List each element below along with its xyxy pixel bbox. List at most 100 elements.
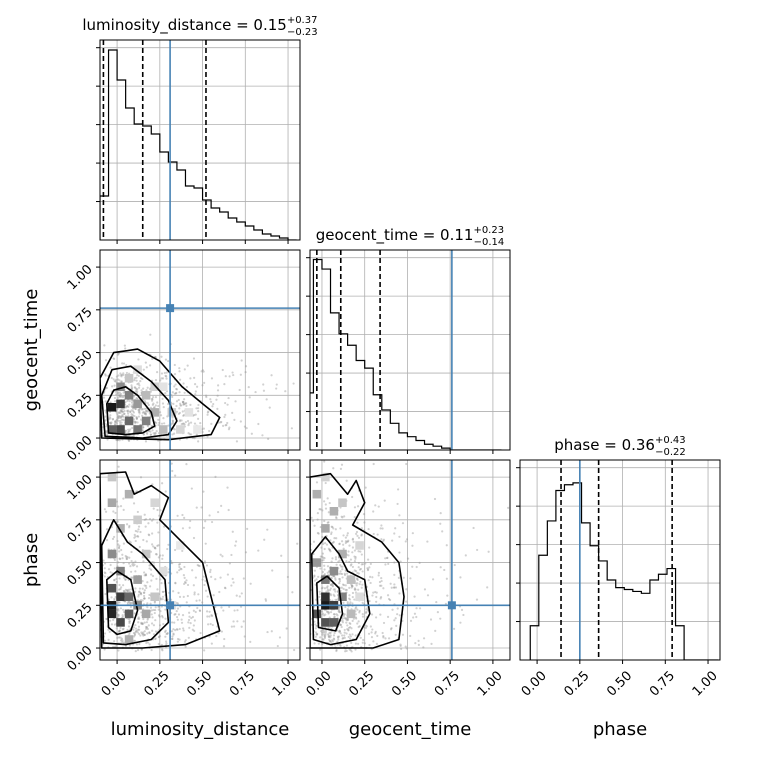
density-luminosity-distance-vs-geocent-time-sample xyxy=(126,399,129,403)
density-luminosity-distance-vs-phase-sample xyxy=(157,544,160,547)
density-luminosity-distance-vs-phase-sample xyxy=(182,595,185,598)
density-luminosity-distance-vs-phase-sample xyxy=(227,508,230,512)
density-luminosity-distance-vs-geocent-time-sample xyxy=(130,413,133,416)
density-luminosity-distance-vs-phase-sample xyxy=(173,613,176,616)
density-luminosity-distance-vs-phase-sample xyxy=(122,497,125,500)
density-geocent-time-vs-phase-sample xyxy=(323,500,326,503)
density-luminosity-distance-vs-geocent-time-sample xyxy=(122,373,125,377)
density-geocent-time-vs-phase-sample xyxy=(430,642,433,645)
xtick-phase-0: 0.00 xyxy=(519,668,550,699)
density-geocent-time-vs-phase-sample xyxy=(339,563,342,567)
density-geocent-time-vs-phase-sample xyxy=(316,632,319,636)
density-luminosity-distance-vs-geocent-time-sample xyxy=(221,368,224,372)
hist-phase-bin-16 xyxy=(667,569,676,660)
density-luminosity-distance-vs-phase-sample xyxy=(129,605,133,609)
density-luminosity-distance-vs-geocent-time-sample xyxy=(154,404,157,407)
density-luminosity-distance-vs-phase-sample xyxy=(158,514,161,517)
density-luminosity-distance-vs-phase-sample xyxy=(113,623,117,626)
density-luminosity-distance-vs-phase-sample xyxy=(151,616,154,619)
density-luminosity-distance-vs-geocent-time-sample xyxy=(127,439,131,442)
density-geocent-time-vs-phase-sample xyxy=(377,571,381,574)
density-luminosity-distance-vs-phase-sample xyxy=(140,648,143,651)
density-luminosity-distance-vs-geocent-time-cell-11 xyxy=(158,425,168,434)
xtick-luminosity-distance-2: 0.50 xyxy=(184,668,215,699)
density-luminosity-distance-vs-phase-sample xyxy=(139,599,143,602)
hist-geocent-time-frame xyxy=(309,249,511,451)
density-luminosity-distance-vs-phase-sample xyxy=(141,587,144,590)
density-geocent-time-vs-phase-sample xyxy=(350,584,354,588)
density-luminosity-distance-vs-geocent-time-sample xyxy=(132,418,136,421)
density-geocent-time-vs-phase-sample xyxy=(411,532,414,535)
density-luminosity-distance-vs-geocent-time-sample xyxy=(126,409,129,412)
density-geocent-time-vs-phase-sample xyxy=(314,635,317,638)
density-geocent-time-vs-phase-sample xyxy=(329,639,332,643)
density-luminosity-distance-vs-geocent-time-sample xyxy=(183,402,186,405)
density-luminosity-distance-vs-geocent-time-sample xyxy=(165,377,168,380)
density-luminosity-distance-vs-geocent-time-sample xyxy=(202,427,205,430)
hist-phase-bin-13 xyxy=(641,593,650,660)
density-luminosity-distance-vs-phase-sample xyxy=(119,636,122,639)
density-geocent-time-vs-phase-sample xyxy=(319,592,322,596)
density-geocent-time-vs-phase-sample xyxy=(365,625,368,628)
density-geocent-time-vs-phase-sample xyxy=(353,506,357,509)
density-luminosity-distance-vs-phase-sample xyxy=(146,602,149,605)
density-luminosity-distance-vs-phase-sample xyxy=(291,591,294,594)
ytick-phase-1: 0.25 xyxy=(65,600,96,631)
density-geocent-time-vs-phase-sample xyxy=(353,598,356,601)
density-luminosity-distance-vs-phase-sample xyxy=(158,615,161,618)
density-luminosity-distance-vs-phase-sample xyxy=(132,564,135,567)
density-geocent-time-vs-phase-sample xyxy=(363,521,366,524)
density-luminosity-distance-vs-geocent-time-sample xyxy=(174,383,177,386)
density-geocent-time-vs-phase-sample xyxy=(323,568,326,571)
density-luminosity-distance-vs-phase-sample xyxy=(244,551,248,554)
density-geocent-time-vs-phase-sample xyxy=(372,532,375,536)
density-luminosity-distance-vs-phase-sample xyxy=(157,605,160,609)
density-luminosity-distance-vs-geocent-time-sample xyxy=(126,405,129,408)
density-luminosity-distance-vs-phase-sample xyxy=(276,644,279,648)
density-geocent-time-vs-phase-sample xyxy=(340,572,344,576)
density-luminosity-distance-vs-geocent-time-sample xyxy=(183,423,186,426)
ytick-geocent-time-4: 1.00 xyxy=(65,262,96,293)
density-luminosity-distance-vs-geocent-time-sample xyxy=(116,413,119,416)
density-luminosity-distance-vs-phase-sample xyxy=(140,593,143,596)
density-luminosity-distance-vs-phase-sample xyxy=(230,625,233,628)
density-geocent-time-vs-phase-sample xyxy=(307,505,309,507)
density-geocent-time-vs-phase-sample xyxy=(375,600,378,603)
density-luminosity-distance-vs-phase-sample xyxy=(67,604,69,606)
density-luminosity-distance-vs-phase-sample xyxy=(144,584,148,588)
density-geocent-time-vs-phase-sample xyxy=(321,586,324,589)
density-luminosity-distance-vs-phase-sample xyxy=(147,522,150,525)
density-geocent-time-vs-phase-sample xyxy=(330,576,333,580)
density-luminosity-distance-vs-geocent-time-sample xyxy=(133,377,136,380)
density-luminosity-distance-vs-phase-sample xyxy=(160,582,163,585)
density-luminosity-distance-vs-phase-sample xyxy=(142,591,146,594)
density-geocent-time-vs-phase-sample xyxy=(371,594,374,597)
density-luminosity-distance-vs-phase-sample xyxy=(144,574,148,577)
density-luminosity-distance-vs-geocent-time-sample xyxy=(268,406,271,409)
density-luminosity-distance-vs-phase-sample xyxy=(122,641,125,644)
density-geocent-time-vs-phase-sample xyxy=(327,590,330,593)
density-geocent-time-vs-phase-sample xyxy=(376,634,379,637)
density-luminosity-distance-vs-geocent-time-sample xyxy=(115,393,118,396)
hist-luminosity-distance-bin-11 xyxy=(194,188,203,240)
density-luminosity-distance-vs-phase-sample xyxy=(202,526,206,529)
hist-luminosity-distance-bin-16 xyxy=(237,222,246,240)
density-luminosity-distance-vs-phase-sample xyxy=(198,609,201,612)
density-geocent-time-vs-phase-sample xyxy=(329,634,332,637)
density-geocent-time-vs-phase-sample xyxy=(321,535,324,539)
density-luminosity-distance-vs-phase-sample xyxy=(204,542,207,545)
density-luminosity-distance-vs-phase-sample xyxy=(111,537,115,540)
density-luminosity-distance-vs-phase-sample xyxy=(146,581,149,584)
density-luminosity-distance-vs-geocent-time-sample xyxy=(113,384,116,387)
density-geocent-time-vs-phase-sample xyxy=(380,579,383,583)
density-geocent-time-vs-phase-sample xyxy=(382,621,386,625)
density-luminosity-distance-vs-geocent-time-sample xyxy=(178,407,181,410)
density-geocent-time-vs-phase-sample xyxy=(343,631,346,634)
density-geocent-time-vs-phase-sample xyxy=(385,556,389,560)
density-luminosity-distance-vs-geocent-time-sample xyxy=(154,379,158,382)
density-geocent-time-vs-phase-sample xyxy=(351,565,355,569)
density-geocent-time-vs-phase-sample xyxy=(322,559,325,562)
density-geocent-time-vs-phase-sample xyxy=(343,515,346,518)
density-luminosity-distance-vs-phase-sample xyxy=(72,642,74,644)
xtick-geocent-time-1: 0.25 xyxy=(346,668,377,699)
